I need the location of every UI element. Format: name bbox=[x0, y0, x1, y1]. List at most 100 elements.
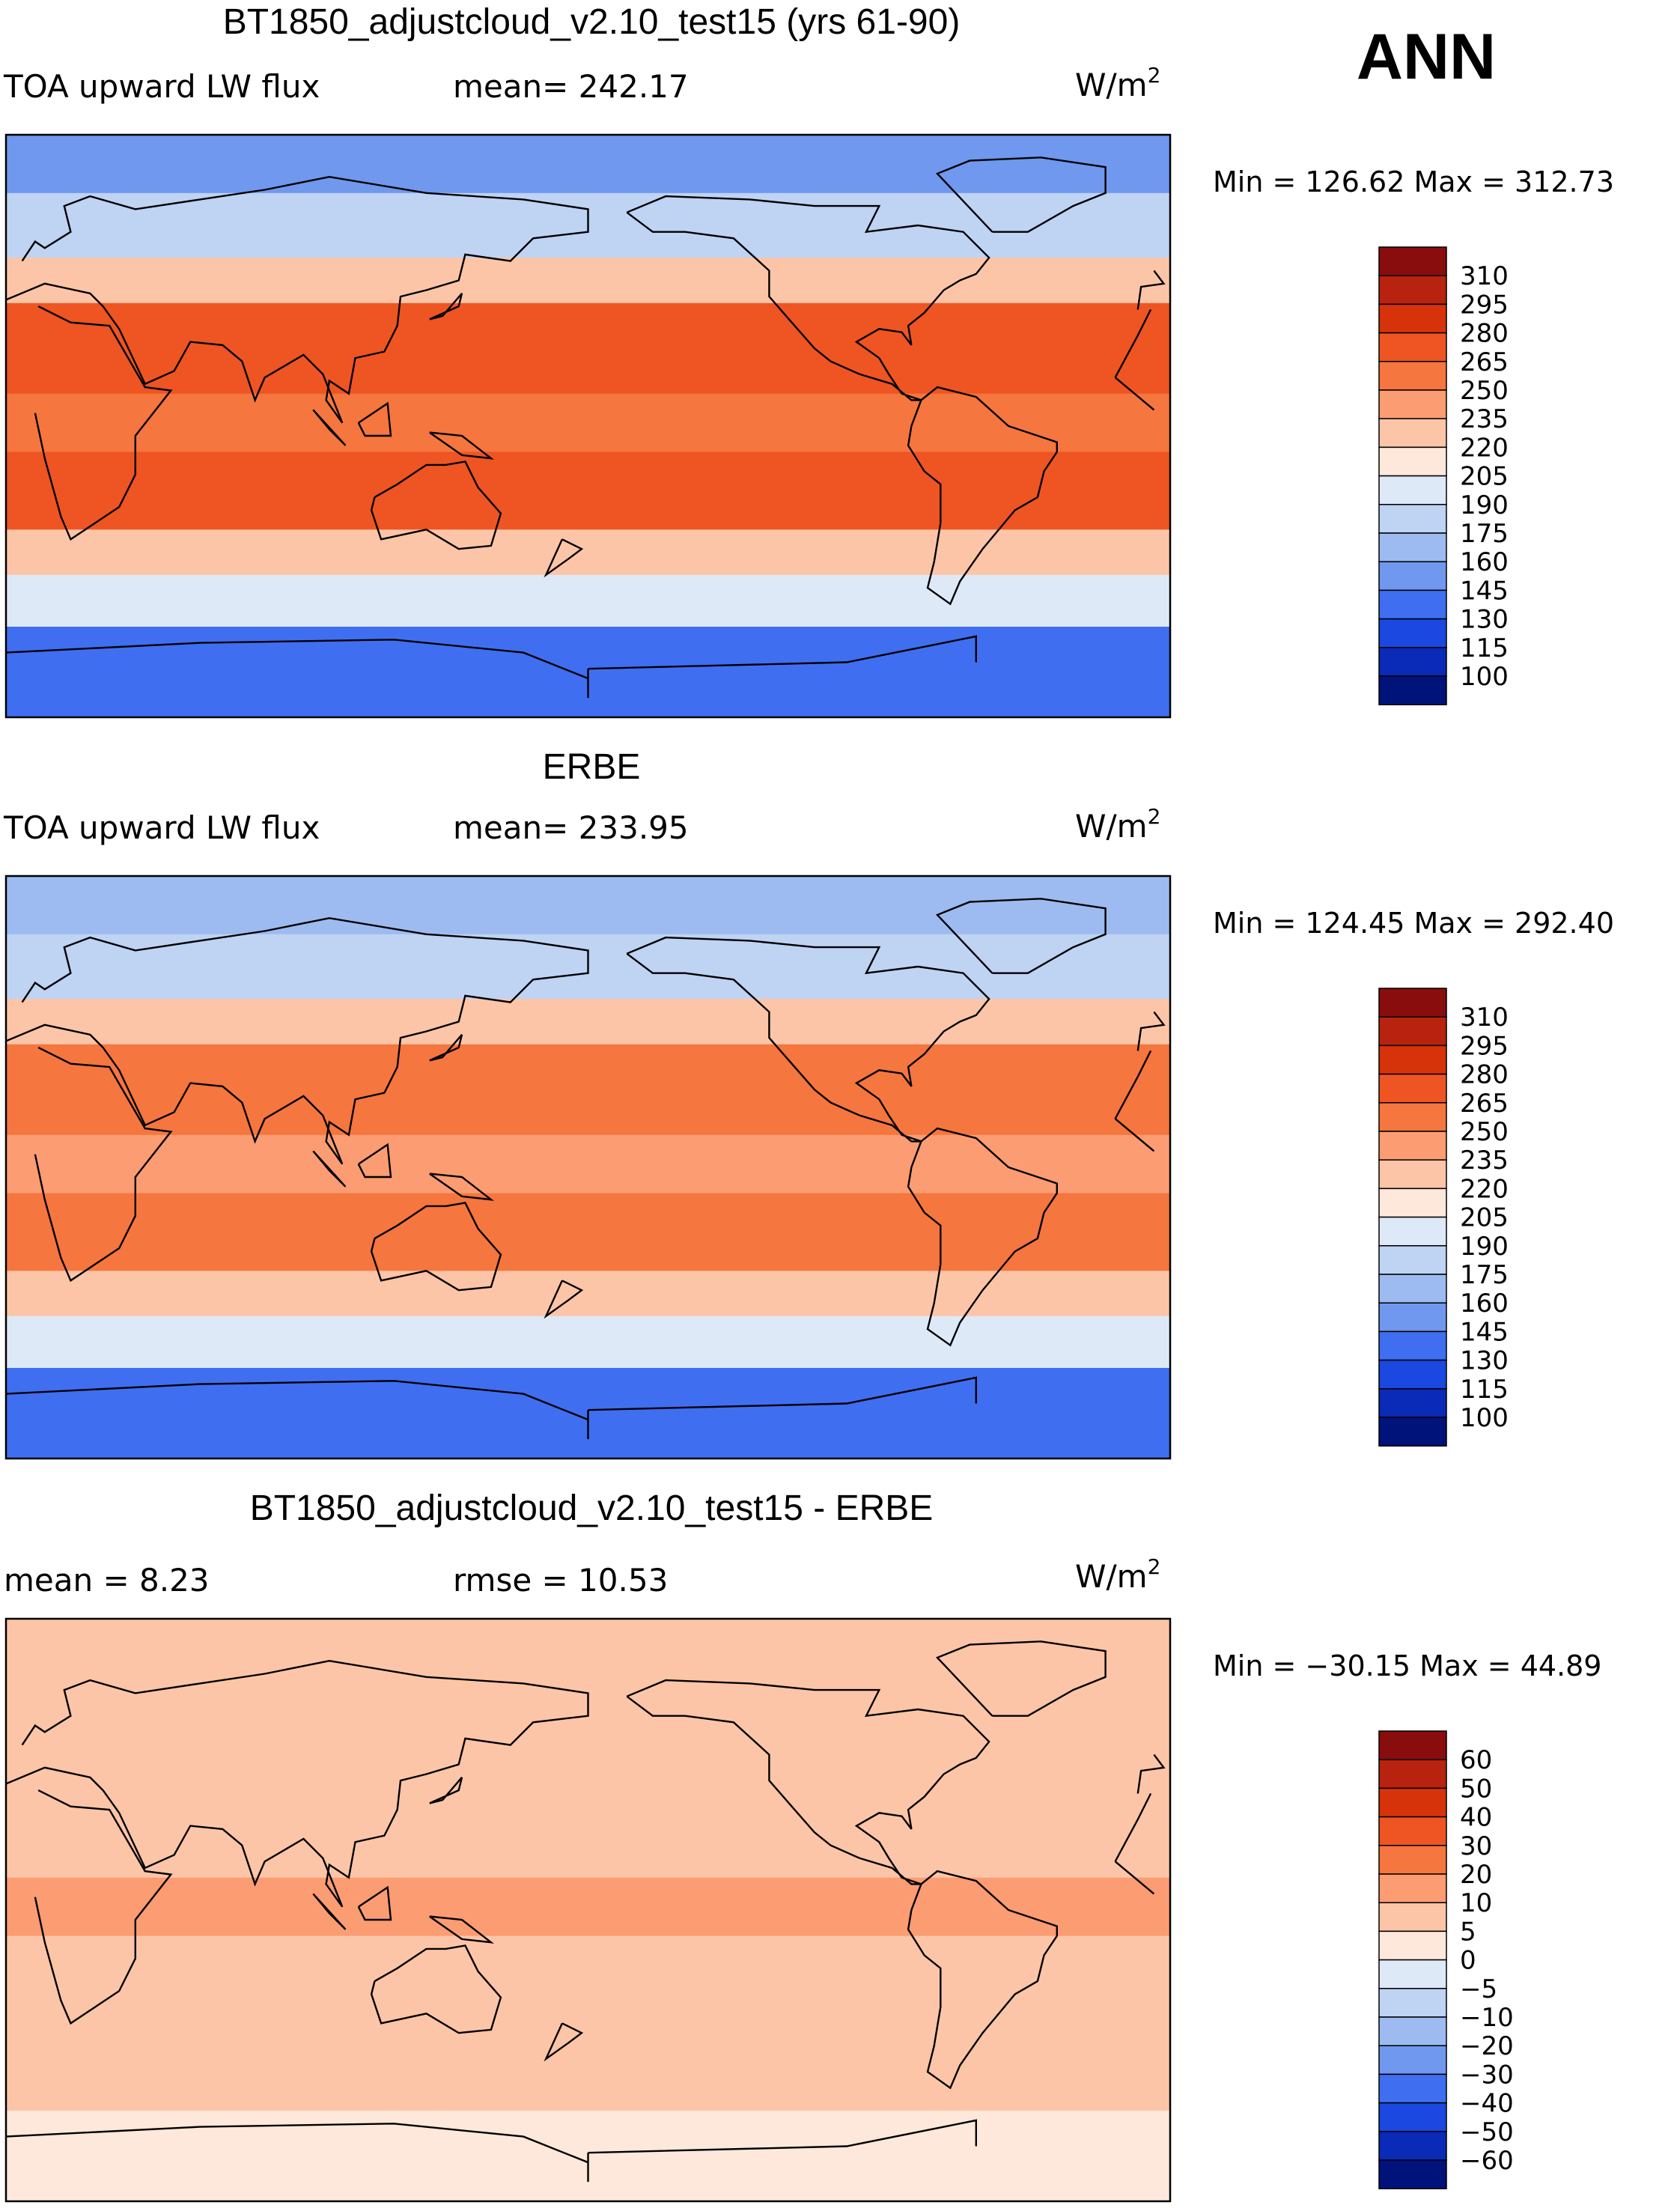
coastline bbox=[935, 156, 1107, 233]
colorbar-swatch bbox=[1378, 1359, 1447, 1390]
coastline bbox=[6, 1376, 977, 1440]
colorbar-tick-label: −60 bbox=[1460, 2146, 1514, 2176]
units-base: W/m bbox=[1075, 1558, 1148, 1595]
colorbar-tick-label: 20 bbox=[1460, 1860, 1492, 1890]
colorbar: 3102952802652502352202051901751601451301… bbox=[1378, 246, 1509, 705]
colorbar-tick-label: −10 bbox=[1460, 2003, 1514, 2033]
colorbar-tick-label: −40 bbox=[1460, 2089, 1514, 2119]
map bbox=[4, 133, 1172, 719]
colorbar-swatch bbox=[1378, 1187, 1447, 1218]
map-band-southern_ocean bbox=[6, 2058, 1170, 2111]
map-band-north_mid bbox=[6, 1742, 1170, 1788]
colorbar-tick-label: −30 bbox=[1460, 2060, 1514, 2090]
coastline bbox=[312, 409, 347, 446]
colorbar-tick-label: 160 bbox=[1460, 547, 1509, 577]
colorbar-tick-label: 220 bbox=[1460, 1174, 1509, 1204]
coastline bbox=[429, 1173, 494, 1201]
units-exponent: 2 bbox=[1148, 63, 1161, 88]
colorbar-swatch bbox=[1378, 475, 1447, 505]
coastline bbox=[312, 1150, 347, 1187]
colorbar-swatch bbox=[1378, 2102, 1447, 2132]
coastline bbox=[544, 538, 584, 578]
map-field bbox=[6, 876, 1170, 1459]
mid-label: mean= 242.17 bbox=[453, 68, 689, 105]
coastline bbox=[544, 2022, 584, 2062]
colorbar-swatch bbox=[1378, 1330, 1447, 1361]
colorbar-swatch bbox=[1378, 1274, 1447, 1304]
map-band-southern_ocean bbox=[6, 1316, 1170, 1369]
coastline bbox=[935, 898, 1107, 974]
coastline bbox=[6, 916, 1166, 1165]
coastline bbox=[6, 2119, 977, 2183]
map bbox=[4, 1617, 1172, 2203]
colorbar-tick-label: 100 bbox=[1460, 662, 1509, 692]
coastline bbox=[34, 1047, 1155, 1283]
colorbar-swatch bbox=[1378, 1388, 1447, 1418]
colorbar-tick-label: 205 bbox=[1460, 1203, 1509, 1233]
units-exponent: 2 bbox=[1148, 804, 1161, 829]
colorbar-swatch bbox=[1378, 1102, 1447, 1132]
left-label: TOA upward LW flux bbox=[3, 68, 320, 105]
colorbar-tick-label: 145 bbox=[1460, 1317, 1509, 1347]
colorbar-swatch bbox=[1378, 1216, 1447, 1247]
colorbar-swatch bbox=[1378, 2131, 1447, 2161]
colorbar-swatch bbox=[1378, 2073, 1447, 2104]
coastline bbox=[907, 386, 1058, 606]
colorbar-swatch bbox=[1378, 618, 1447, 648]
map-band-tropics bbox=[6, 393, 1170, 453]
panel-title: BT1850_adjustcloud_v2.10_test15 (yrs 61-… bbox=[223, 2, 961, 42]
colorbar-tick-label: 115 bbox=[1460, 1375, 1509, 1405]
colorbar-swatch bbox=[1378, 1873, 1447, 1903]
coastline bbox=[626, 1679, 990, 1885]
colorbar-swatch bbox=[1378, 1417, 1447, 1447]
colorbar-swatch bbox=[1378, 1930, 1447, 1961]
panel-1: BT1850_adjustcloud_v2.10_test15 (yrs 61-… bbox=[3, 2, 1614, 719]
colorbar-swatch bbox=[1378, 246, 1447, 276]
colorbar-swatch bbox=[1378, 1073, 1447, 1104]
colorbar-swatch bbox=[1378, 418, 1447, 448]
colorbar-tick-label: 310 bbox=[1460, 1003, 1509, 1032]
colorbar-tick-label: 115 bbox=[1460, 633, 1509, 663]
colorbar-tick-label: 265 bbox=[1460, 1089, 1509, 1119]
mid-label: rmse = 10.53 bbox=[453, 1562, 668, 1599]
units-label: W/m2 bbox=[1075, 1554, 1160, 1595]
colorbar-swatch bbox=[1378, 647, 1447, 677]
coastline bbox=[6, 1659, 1166, 1908]
colorbar-tick-label: 60 bbox=[1460, 1745, 1492, 1775]
map-band-north_pole bbox=[6, 876, 1170, 935]
map-band-north_pole bbox=[6, 1619, 1170, 1678]
colorbar-swatch bbox=[1378, 561, 1447, 591]
units-base: W/m bbox=[1075, 67, 1148, 103]
colorbar-tick-label: 265 bbox=[1460, 347, 1509, 377]
colorbar-swatch bbox=[1378, 1959, 1447, 1989]
coastline bbox=[429, 1034, 463, 1062]
map-band-tropics bbox=[6, 1877, 1170, 1937]
coastline bbox=[429, 1777, 463, 1804]
colorbar-tick-label: 235 bbox=[1460, 404, 1509, 434]
left-label: TOA upward LW flux bbox=[3, 809, 320, 846]
units-base: W/m bbox=[1075, 808, 1148, 845]
left-label: mean = 8.23 bbox=[4, 1562, 210, 1599]
coastline bbox=[935, 1640, 1107, 1717]
coastline bbox=[357, 401, 392, 437]
colorbar-tick-label: 10 bbox=[1460, 1888, 1492, 1918]
colorbar: 3102952802652502352202051901751601451301… bbox=[1378, 988, 1509, 1447]
map-frame bbox=[4, 1617, 1172, 2203]
colorbar-swatch bbox=[1378, 1302, 1447, 1333]
colorbar-swatch bbox=[1378, 1787, 1447, 1818]
coastline bbox=[626, 936, 990, 1143]
map-frame bbox=[4, 133, 1172, 719]
colorbar-swatch bbox=[1378, 2045, 1447, 2075]
coastline bbox=[370, 1944, 502, 2034]
colorbar-tick-label: 175 bbox=[1460, 519, 1509, 549]
map-band-south_mid bbox=[6, 1271, 1170, 1317]
map bbox=[4, 875, 1172, 1460]
colorbar-tick-label: 130 bbox=[1460, 1346, 1509, 1376]
colorbar-tick-label: −50 bbox=[1460, 2117, 1514, 2147]
colorbar-swatch bbox=[1378, 1902, 1447, 1932]
colorbar-swatch bbox=[1378, 332, 1447, 362]
coastline bbox=[370, 1202, 502, 1292]
colorbar-tick-label: 235 bbox=[1460, 1146, 1509, 1176]
mid-label: mean= 233.95 bbox=[453, 809, 689, 846]
coastline bbox=[34, 305, 1155, 541]
